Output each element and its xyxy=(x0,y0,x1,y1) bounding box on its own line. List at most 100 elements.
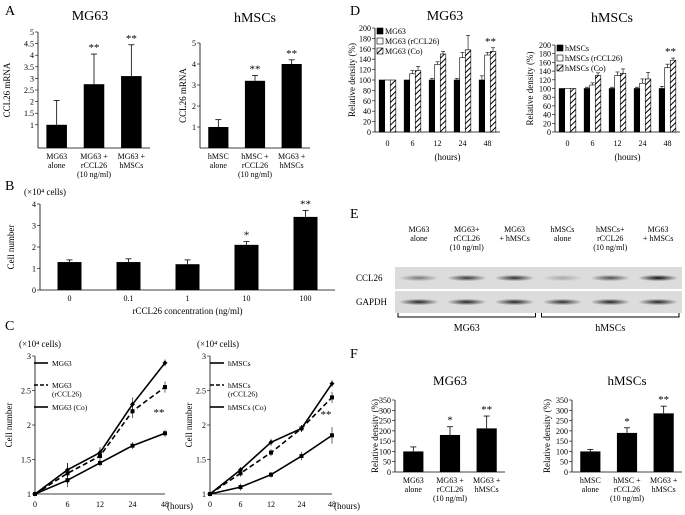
x-tick-label: hMSC + rCCL26 (10 ng/ml) xyxy=(238,152,272,179)
y-tick-label: 2 xyxy=(192,102,196,111)
significance-mark: ** xyxy=(154,407,165,419)
y-tick-label: 180 xyxy=(359,34,371,43)
x-axis-label: (hours) xyxy=(334,501,360,511)
blot-band xyxy=(446,298,487,306)
legend-swatch xyxy=(376,27,384,35)
y-tick-label: 2 xyxy=(202,421,206,430)
y-tick-label: 140 xyxy=(539,67,551,76)
blot-band xyxy=(590,274,631,282)
legend-label: hMSCs (Co) xyxy=(228,403,267,412)
bar xyxy=(614,75,621,133)
bar xyxy=(414,70,422,133)
y-tick-label: 1 xyxy=(202,490,206,499)
chart-c-hmscs: Cell number (×10⁴ cells) 1 1.5 2 2.5 3 0 6 12 24 48… xyxy=(184,339,360,511)
x-tick-label: 0 xyxy=(33,500,37,509)
x-tick-label: 6 xyxy=(66,500,70,509)
y-tick-label: 120 xyxy=(359,66,371,75)
western-blot: MG63 alone MG63+ rCCL26 (10 ng/ml) MG63 + hMSC… xyxy=(356,225,682,334)
y-tick-label: 300 xyxy=(379,406,391,415)
data-point xyxy=(238,467,243,473)
bar xyxy=(594,75,602,133)
x-tick-label: MG63 + rCCL26 (10 ng/ml) xyxy=(77,152,111,179)
x-tick-label: 48 xyxy=(161,500,169,509)
x-tick-label: hMSC + rCCL26 (10 ng/ml) xyxy=(610,476,644,503)
significance-mark: ** xyxy=(250,64,261,76)
bar xyxy=(293,216,318,290)
bar xyxy=(281,64,302,148)
x-tick-label: 24 xyxy=(639,139,647,148)
group-bracket xyxy=(397,313,536,318)
panel-label-b: B xyxy=(5,179,14,194)
significance-mark: ** xyxy=(665,46,676,58)
y-tick-label: 1.5 xyxy=(24,109,34,118)
y-tick-label: 100 xyxy=(556,447,568,456)
significance-mark: * xyxy=(244,230,250,242)
x-tick-label: MG63 + hMSCs xyxy=(473,476,501,494)
y-tick-label: 100 xyxy=(539,85,551,94)
blot-band xyxy=(398,274,440,282)
x-tick-label: 0 xyxy=(386,139,390,148)
blot-row-label: CCL26 xyxy=(356,273,383,283)
x-tick-label: 0 xyxy=(68,294,72,303)
x-tick-label: 24 xyxy=(129,500,137,509)
blot-strip xyxy=(395,267,682,289)
panel-label-f: F xyxy=(350,347,358,362)
bar xyxy=(121,76,142,148)
x-tick-label: hMSC alone xyxy=(580,476,601,494)
blot-band xyxy=(542,274,583,282)
x-tick-label: 0 xyxy=(566,139,570,148)
y-tick-label: 0 xyxy=(547,128,551,137)
x-tick-label: 24 xyxy=(459,139,467,148)
y-tick-label: 1 xyxy=(30,121,34,130)
y-tick-label: 200 xyxy=(556,427,568,436)
legend-label: MG63 xyxy=(52,359,72,368)
x-tick-label: 10 xyxy=(243,294,251,303)
chart-title: hMSCs xyxy=(591,11,633,26)
data-point xyxy=(299,425,304,431)
blot-band xyxy=(446,274,487,282)
blot-strip xyxy=(395,291,682,313)
blot-band xyxy=(398,298,440,306)
significance-mark: ** xyxy=(126,33,137,45)
panel-label-d: D xyxy=(350,4,360,19)
x-tick-label: 6 xyxy=(591,139,595,148)
y-tick-label: 160 xyxy=(359,45,371,54)
bar xyxy=(464,49,472,133)
y-tick-label: 3 xyxy=(192,81,196,90)
bar xyxy=(428,79,436,133)
bar xyxy=(489,51,497,133)
significance-mark: * xyxy=(624,416,630,428)
y-tick-label: 80 xyxy=(363,86,371,95)
y-tick-label: 200 xyxy=(379,427,391,436)
x-tick-label: MG63 + hMSCs xyxy=(118,152,146,170)
bar xyxy=(384,79,391,133)
unit-label: (×10⁴ cells) xyxy=(197,339,239,349)
y-tick-label: 2.5 xyxy=(196,387,206,396)
significance-mark: ** xyxy=(481,404,492,416)
x-axis-label: (hours) xyxy=(167,501,193,511)
bar xyxy=(46,124,67,148)
y-tick-label: 20 xyxy=(363,118,371,127)
bar xyxy=(403,79,411,133)
legend-label: MG63 (Co) xyxy=(52,403,88,412)
y-tick-label: 60 xyxy=(543,102,551,111)
x-axis-label: (hours) xyxy=(435,152,461,162)
y-tick-label: 140 xyxy=(359,55,371,64)
bar xyxy=(234,244,259,290)
y-tick-label: 1 xyxy=(27,490,31,499)
significance-mark: ** xyxy=(89,42,100,54)
bar xyxy=(378,79,386,133)
x-tick-label: MG63 + rCCL26 (10 ng/ml) xyxy=(433,476,467,503)
chart-title: hMSCs xyxy=(607,373,646,388)
lane-label: MG63 + hMSCs xyxy=(499,225,530,243)
significance-mark: ** xyxy=(321,409,332,421)
x-axis-label: (hours) xyxy=(615,152,641,162)
data-point xyxy=(269,450,273,455)
data-point xyxy=(299,454,304,459)
bar xyxy=(389,79,397,133)
y-tick-label: 4 xyxy=(192,60,196,69)
x-tick-label: 48 xyxy=(664,139,672,148)
bar xyxy=(583,88,591,133)
significance-mark: * xyxy=(447,415,453,427)
bar xyxy=(434,64,441,133)
